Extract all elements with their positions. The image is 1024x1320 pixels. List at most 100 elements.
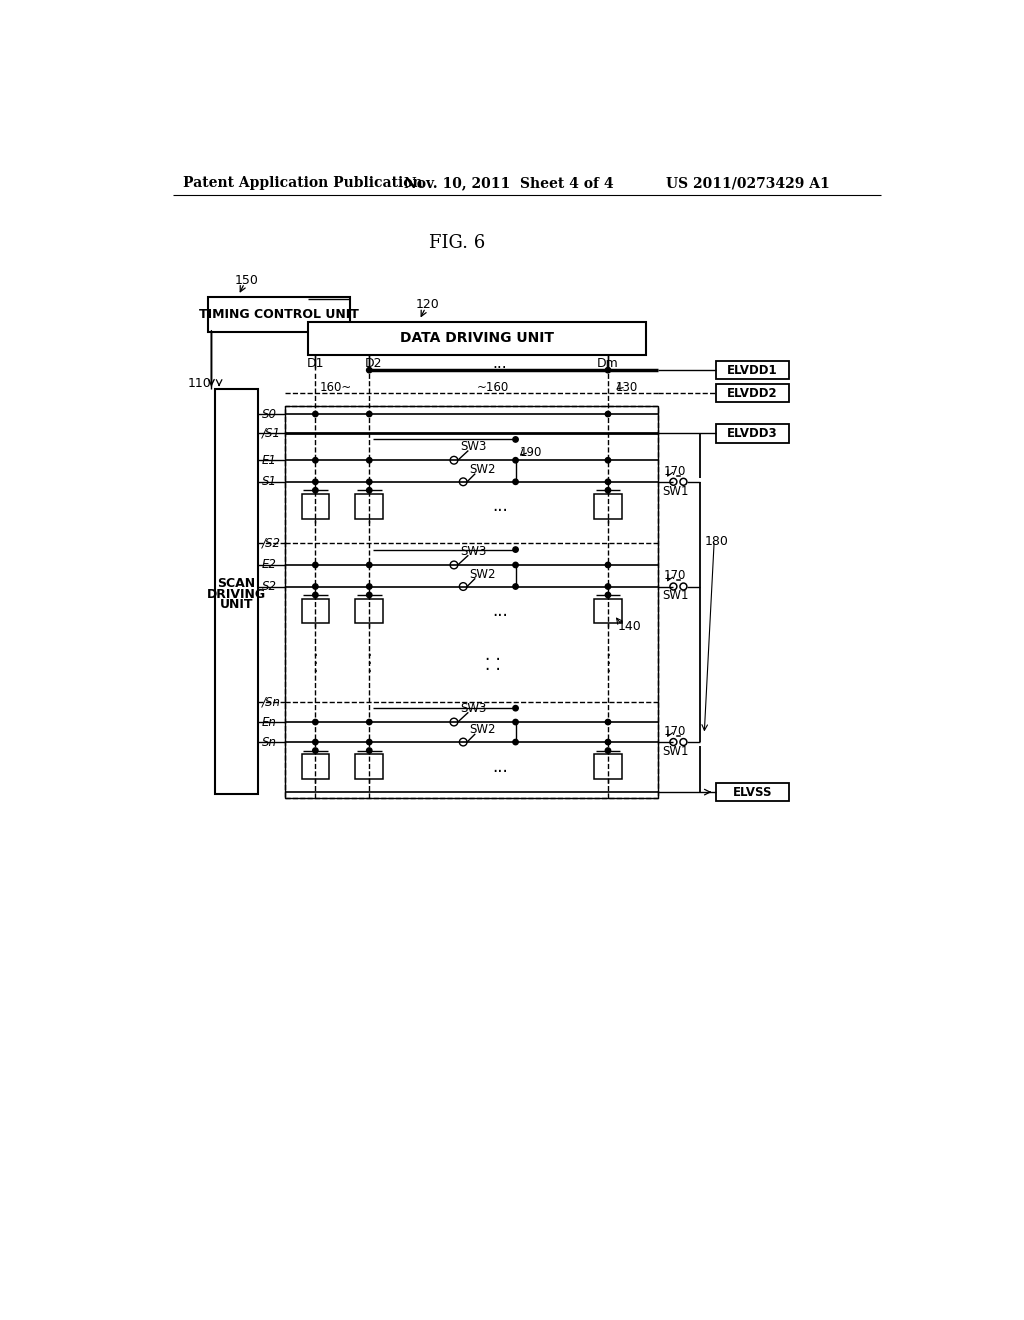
Text: SW1: SW1 [663, 589, 689, 602]
Text: SW2: SW2 [469, 463, 496, 477]
Text: 170: 170 [664, 465, 686, 478]
Circle shape [367, 593, 372, 598]
Circle shape [312, 458, 318, 463]
Text: D1: D1 [306, 358, 325, 371]
Bar [285, 407, 658, 797]
Circle shape [367, 367, 372, 372]
Bar [716, 384, 788, 403]
Circle shape [312, 748, 318, 754]
Text: SW2: SW2 [469, 723, 496, 737]
Text: 130: 130 [615, 380, 638, 393]
Text: ELVDD3: ELVDD3 [727, 426, 777, 440]
Text: FIG. 6: FIG. 6 [429, 234, 485, 252]
Text: 110: 110 [187, 376, 211, 389]
Circle shape [367, 412, 372, 417]
Circle shape [513, 458, 518, 463]
Bar [301, 755, 330, 779]
Bar [355, 755, 383, 779]
Circle shape [605, 562, 610, 568]
Circle shape [367, 583, 372, 589]
Bar [355, 494, 383, 519]
Circle shape [312, 739, 318, 744]
Circle shape [605, 479, 610, 484]
Text: ...: ... [493, 602, 508, 620]
Text: .: . [605, 643, 611, 660]
Circle shape [367, 719, 372, 725]
Text: Nov. 10, 2011  Sheet 4 of 4: Nov. 10, 2011 Sheet 4 of 4 [403, 176, 613, 190]
Text: ~160: ~160 [477, 380, 509, 393]
Text: 170: 170 [664, 569, 686, 582]
Bar [594, 494, 622, 519]
Text: SW3: SW3 [460, 440, 486, 453]
Bar [716, 783, 788, 801]
Text: En: En [261, 715, 276, 729]
Circle shape [605, 719, 610, 725]
Text: .: . [367, 643, 372, 660]
Text: SW3: SW3 [460, 545, 486, 557]
Bar [716, 424, 788, 442]
Circle shape [312, 412, 318, 417]
Text: . .: . . [484, 645, 501, 664]
Text: Patent Application Publication: Patent Application Publication [183, 176, 423, 190]
Text: ...: ... [493, 356, 508, 371]
Circle shape [367, 562, 372, 568]
Text: .: . [367, 657, 372, 676]
Circle shape [513, 479, 518, 484]
Circle shape [605, 739, 610, 744]
Text: D2: D2 [365, 358, 382, 371]
Text: Dm: Dm [597, 358, 618, 371]
Circle shape [605, 583, 610, 589]
Text: 150: 150 [234, 273, 258, 286]
Bar [301, 599, 330, 623]
Text: .: . [312, 643, 318, 660]
Circle shape [513, 705, 518, 711]
Text: 160~: 160~ [319, 380, 351, 393]
Circle shape [605, 458, 610, 463]
Text: .: . [312, 649, 318, 668]
Text: S1: S1 [261, 475, 276, 488]
Text: ELVDD2: ELVDD2 [727, 387, 777, 400]
Text: DRIVING: DRIVING [207, 587, 266, 601]
Text: . .: . . [484, 656, 501, 675]
Circle shape [605, 593, 610, 598]
Text: S0: S0 [261, 408, 276, 421]
Circle shape [312, 562, 318, 568]
Text: 140: 140 [617, 620, 641, 634]
Text: SW1: SW1 [663, 744, 689, 758]
Text: UNIT: UNIT [220, 598, 253, 611]
Bar [594, 755, 622, 779]
Circle shape [513, 546, 518, 552]
Bar [594, 599, 622, 623]
Bar [355, 599, 383, 623]
Circle shape [367, 748, 372, 754]
Circle shape [312, 479, 318, 484]
Text: 190: 190 [519, 446, 542, 459]
Text: /S2: /S2 [261, 537, 281, 550]
Circle shape [513, 719, 518, 725]
Bar [307, 322, 646, 355]
Bar [215, 389, 258, 793]
Text: Sn: Sn [261, 735, 276, 748]
Text: DATA DRIVING UNIT: DATA DRIVING UNIT [400, 331, 554, 346]
Text: .: . [605, 649, 611, 668]
Text: SW2: SW2 [469, 568, 496, 581]
Text: .: . [605, 657, 611, 676]
Text: .: . [312, 657, 318, 676]
Text: US 2011/0273429 A1: US 2011/0273429 A1 [666, 176, 829, 190]
Circle shape [513, 562, 518, 568]
Text: SW1: SW1 [663, 484, 689, 498]
Bar [285, 407, 658, 797]
Circle shape [513, 739, 518, 744]
Bar [716, 360, 788, 379]
Text: ...: ... [493, 758, 508, 776]
Circle shape [367, 487, 372, 492]
Text: E2: E2 [261, 558, 276, 572]
Circle shape [312, 487, 318, 492]
Text: 170: 170 [664, 725, 686, 738]
Text: ...: ... [493, 498, 508, 515]
Text: .: . [367, 649, 372, 668]
Text: E1: E1 [261, 454, 276, 467]
Bar [208, 297, 350, 331]
Text: TIMING CONTROL UNIT: TIMING CONTROL UNIT [199, 308, 358, 321]
Text: /Sn: /Sn [261, 696, 281, 709]
